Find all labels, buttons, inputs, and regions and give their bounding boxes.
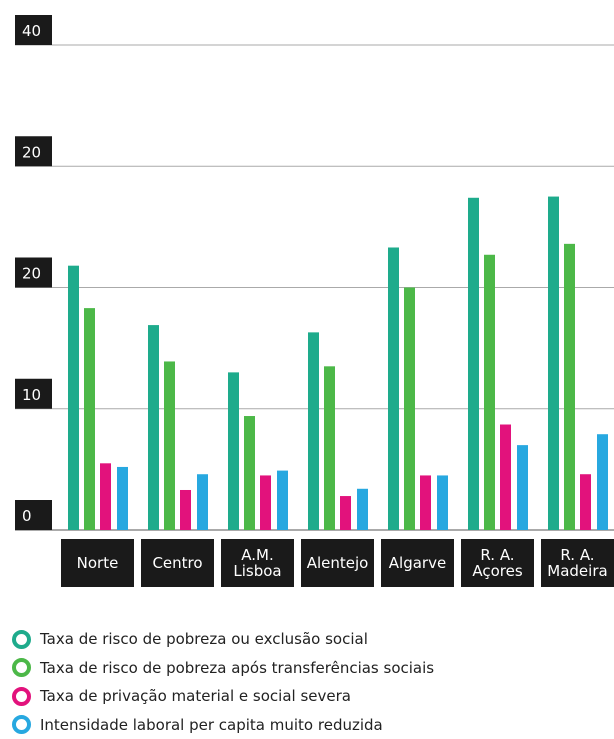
bar — [164, 361, 175, 530]
legend-label: Taxa de privação material e social sever… — [40, 687, 351, 705]
bar — [500, 425, 511, 530]
bar — [420, 475, 431, 530]
bar — [564, 244, 575, 530]
bar — [548, 197, 559, 530]
legend-item: Taxa de risco de pobreza ou exclusão soc… — [12, 625, 434, 654]
y-tick-label: 0 — [22, 507, 32, 525]
category-label: Açores — [472, 562, 522, 580]
category-label: Centro — [152, 554, 202, 572]
bar — [357, 489, 368, 530]
category-label: Madeira — [547, 562, 607, 580]
bar — [277, 471, 288, 530]
category-label: Algarve — [389, 554, 446, 572]
y-tick-box — [15, 500, 52, 530]
bar — [404, 288, 415, 531]
bar — [580, 474, 591, 530]
bars — [68, 197, 608, 530]
bar — [260, 475, 271, 530]
bar — [180, 490, 191, 530]
y-tick-label: 10 — [22, 386, 41, 404]
bar — [68, 266, 79, 530]
y-tick-label: 20 — [22, 143, 41, 161]
bar — [100, 463, 111, 530]
legend-label: Taxa de risco de pobreza após transferên… — [40, 659, 434, 677]
bar — [517, 445, 528, 530]
legend-label: Taxa de risco de pobreza ou exclusão soc… — [40, 630, 368, 648]
bar — [597, 434, 608, 530]
bar — [117, 467, 128, 530]
bar — [148, 325, 159, 530]
bar — [468, 198, 479, 530]
bar — [308, 332, 319, 530]
legend-item: Taxa de risco de pobreza após transferên… — [12, 654, 434, 683]
category-label: Norte — [77, 554, 119, 572]
bar — [484, 255, 495, 530]
y-tick-label: 20 — [22, 265, 41, 283]
legend-item: Taxa de privação material e social sever… — [12, 682, 434, 711]
legend-marker-icon — [12, 658, 31, 677]
bar — [324, 366, 335, 530]
legend-marker-icon — [12, 715, 31, 734]
bar — [340, 496, 351, 530]
legend-item: Intensidade laboral per capita muito red… — [12, 711, 434, 739]
y-axis-ticks: 0 10 20 20 40 — [15, 15, 52, 530]
legend-marker-icon — [12, 630, 31, 649]
category-label: Alentejo — [307, 554, 369, 572]
bar — [197, 474, 208, 530]
bar — [84, 308, 95, 530]
bar — [244, 416, 255, 530]
legend-marker-icon — [12, 687, 31, 706]
bar — [388, 247, 399, 530]
legend: Taxa de risco de pobreza ou exclusão soc… — [12, 625, 434, 739]
category-label: Lisboa — [233, 562, 281, 580]
bar — [437, 475, 448, 530]
legend-label: Intensidade laboral per capita muito red… — [40, 716, 383, 734]
y-tick-label: 40 — [22, 22, 41, 40]
bar — [228, 372, 239, 530]
